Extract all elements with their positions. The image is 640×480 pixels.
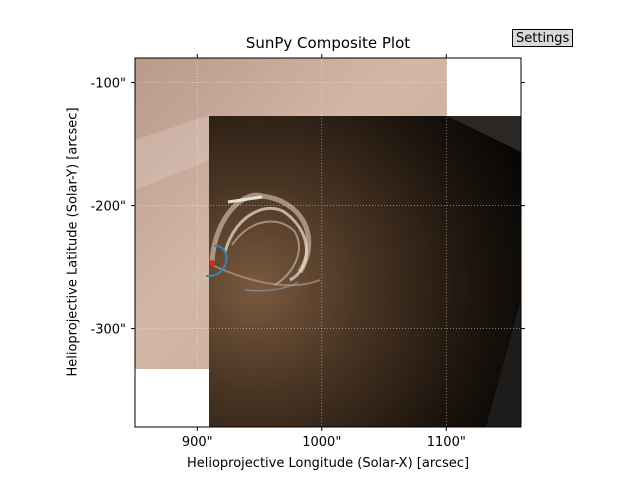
grid-lines bbox=[135, 58, 521, 427]
settings-button[interactable]: Settings bbox=[512, 29, 574, 47]
y-axis-label: Helioprojective Latitude (Solar-Y) [arcs… bbox=[65, 107, 81, 377]
image-layer-2-corner bbox=[447, 116, 521, 152]
image-layer-2 bbox=[209, 116, 521, 427]
y-tick-label: -200" bbox=[91, 200, 126, 215]
x-axis-ticks: 900" 1000" 1100" bbox=[182, 54, 466, 450]
image-layer-2-edge bbox=[486, 300, 521, 427]
coronal-loops bbox=[209, 192, 321, 292]
contour-arc bbox=[205, 244, 228, 277]
y-axis-ticks: -100" -200" -300" bbox=[91, 77, 525, 338]
y-tick-label: -300" bbox=[91, 323, 126, 338]
image-layer-1-streak bbox=[135, 115, 210, 190]
x-tick-label: 1000" bbox=[302, 435, 341, 450]
y-tick-label: -100" bbox=[91, 77, 126, 92]
x-tick-label: 900" bbox=[182, 435, 213, 450]
x-axis-label: Helioprojective Longitude (Solar-X) [arc… bbox=[186, 456, 470, 471]
x-tick-label: 1100" bbox=[427, 435, 466, 450]
plot-frame bbox=[134, 57, 522, 428]
chart-title: SunPy Composite Plot bbox=[245, 34, 411, 52]
flare-marker bbox=[209, 260, 215, 266]
